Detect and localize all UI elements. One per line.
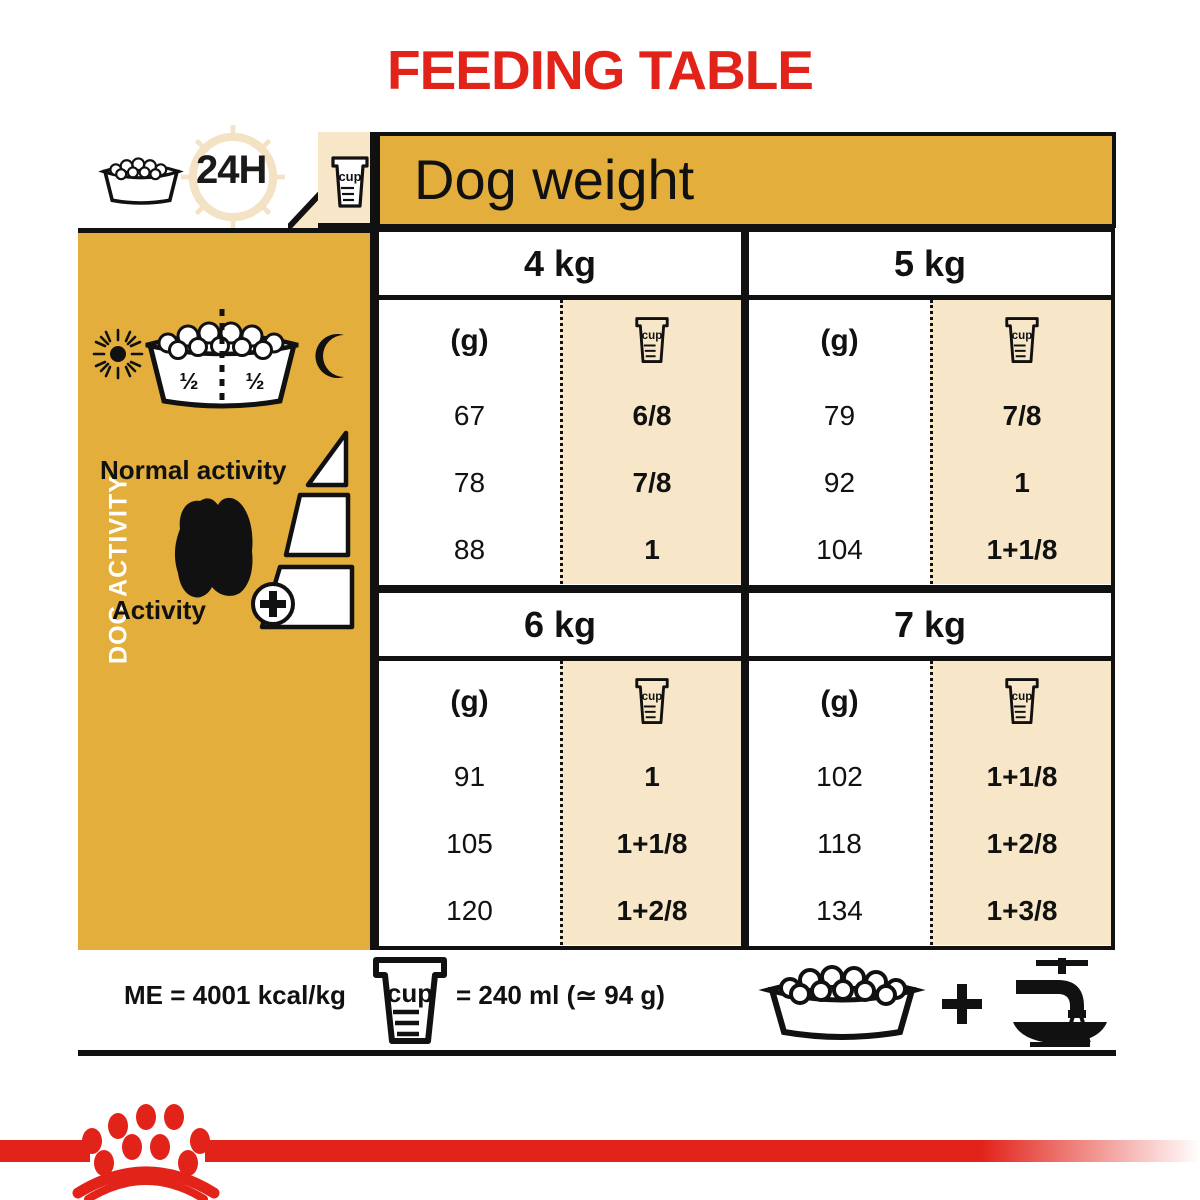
table-cell: 120 [446,895,493,927]
grams-header: (g) [820,685,859,718]
sun-icon [92,328,144,380]
weight-block-6kg: 6 kg (g) 91 105 120 cup [375,589,745,950]
weight-blocks-grid: 4 kg (g) 67 78 88 cup [375,228,1116,950]
weight-label: 6 kg [379,593,741,661]
dog-activity-sidebar: DOG ACTIVITY [78,228,375,950]
measuring-cup-icon: cup [635,317,669,364]
feeding-table: 24H cup Dog weight DOG ACTIVITY [78,125,1116,950]
table-cell: 1+2/8 [986,827,1058,859]
dog-weight-header: Dog weight [375,132,1116,228]
grams-column: (g) 67 78 88 [379,300,560,584]
activity-plus-label: Activity [112,595,206,625]
table-cell: 7/8 [1002,399,1042,431]
svg-text:cup: cup [1012,329,1033,342]
measuring-cup-icon: cup [1005,317,1039,364]
table-cell: 78 [453,466,486,498]
table-cell: 105 [446,827,493,859]
svg-text:cup: cup [642,690,663,703]
cups-header: cup [563,661,741,743]
weight-block-4kg: 4 kg (g) 67 78 88 cup [375,228,745,589]
table-cell: 92 [823,466,856,498]
table-cell: 67 [453,399,486,431]
table-cell: 118 [817,827,862,859]
cups-header: cup [563,300,741,382]
plus-sign-icon [942,984,982,1024]
table-cell: 1+1/8 [986,534,1058,566]
grams-header: (g) [450,685,489,718]
table-cell: 134 [816,895,863,927]
dog-activity-label: DOG ACTIVITY [104,475,133,664]
table-cell: 88 [453,534,486,566]
table-corner-zone: 24H cup [78,125,378,229]
table-cell: 7/8 [632,466,672,498]
page-title: FEEDING TABLE [387,39,814,101]
table-footer: ME = 4001 kcal/kg cup = 240 ml (≃ 94 g) [78,950,1116,1056]
plus-circle-icon [251,582,295,626]
weight-label: 5 kg [749,232,1111,300]
normal-activity-label: Normal activity [100,455,287,485]
clock-dial-icon [181,125,285,229]
grams-column: (g) 79 92 104 [749,300,930,584]
grams-header: (g) [820,324,859,357]
table-cell: 1 [1014,466,1030,498]
split-food-bowl-icon: ½ ½ [145,309,299,409]
table-cell: 102 [816,760,863,792]
weight-label: 4 kg [379,232,741,300]
cups-column: cup 1 1+1/8 1+2/8 [560,661,741,945]
food-bowl-icon [758,965,926,1040]
svg-text:cup: cup [338,169,361,184]
royal-canin-crown-logo [0,1104,1200,1200]
water-tap-bowl-icon [1013,958,1107,1047]
cups-header: cup [933,661,1111,743]
cup-equivalence-label: = 240 ml (≃ 94 g) [456,980,665,1010]
food-bowl-icon [98,157,184,205]
measuring-cup-icon: cup [373,957,447,1044]
table-cell: 1 [644,760,660,792]
measuring-cup-icon: cup [635,678,669,725]
weight-block-7kg: 7 kg (g) 102 118 134 cup [745,589,1115,950]
svg-text:½: ½ [245,368,264,394]
moon-icon [315,334,344,378]
duration-label: 24H [196,148,267,192]
activity-level-bars [259,430,355,630]
cups-column: cup 6/8 7/8 1 [560,300,741,584]
measuring-cup-icon: cup [331,156,369,208]
table-cell: 1 [644,534,660,566]
grams-column: (g) 102 118 134 [749,661,930,945]
metabolisable-energy-label: ME = 4001 kcal/kg [124,980,346,1010]
table-cell: 1+3/8 [986,895,1058,927]
cups-column: cup 7/8 1 1+1/8 [930,300,1111,584]
table-cell: 1+2/8 [616,895,688,927]
weight-label: 7 kg [749,593,1111,661]
table-cell: 104 [816,534,863,566]
dog-silhouette-icon [174,497,253,598]
table-cell: 91 [453,760,486,792]
svg-text:cup: cup [1012,690,1033,703]
table-cell: 1+1/8 [986,760,1058,792]
footer-divider [78,1050,1116,1056]
svg-text:cup: cup [387,978,433,1008]
cups-column: cup 1+1/8 1+2/8 1+3/8 [930,661,1111,945]
dog-weight-title: Dog weight [414,148,695,211]
measuring-cup-icon: cup [1005,678,1039,725]
grams-column: (g) 91 105 120 [379,661,560,945]
weight-block-5kg: 5 kg (g) 79 92 104 cup [745,228,1115,589]
grams-header: (g) [450,324,489,357]
table-cell: 6/8 [632,399,672,431]
svg-text:½: ½ [179,368,198,394]
svg-text:cup: cup [642,329,663,342]
cups-header: cup [933,300,1111,382]
table-cell: 1+1/8 [616,827,688,859]
table-cell: 79 [823,399,856,431]
